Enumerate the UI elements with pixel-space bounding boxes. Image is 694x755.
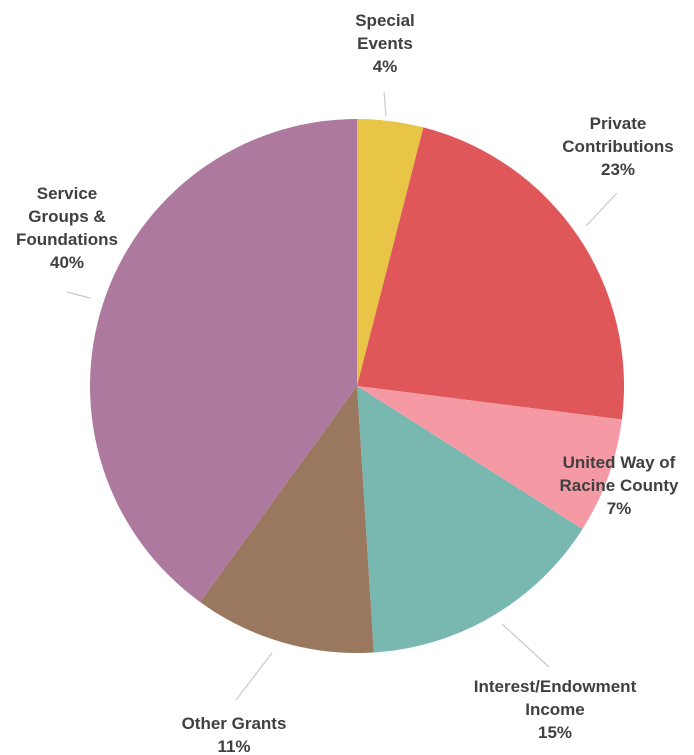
slice-value-label: 15% (538, 723, 572, 742)
pie-slice-private-contributions (357, 127, 625, 420)
leader-line-service-groups-and-foundations (66, 291, 91, 299)
leader-line-private-contributions (585, 192, 618, 227)
pie-slice-special-events (357, 119, 424, 386)
leader-line-other-grants (235, 652, 273, 701)
slice-label-other-grants: Other Grants 11% (182, 714, 287, 755)
slice-name-line: Events (357, 34, 413, 53)
slice-name-line: Service (37, 184, 98, 203)
slice-name-line: Groups & (28, 207, 105, 226)
leader-line-interest-endowment-income (501, 623, 550, 668)
slice-value-label: 4% (373, 57, 398, 76)
slice-name-line: Other Grants (182, 714, 287, 733)
leader-line-special-events (383, 91, 387, 117)
slice-labels: Special Events 4% Private Contributions 23% Un… (16, 11, 679, 755)
slice-label-service-groups-and-foundations: Service Groups & Foundations 40% (16, 184, 118, 272)
slice-label-private-contributions: Private Contributions 23% (562, 114, 673, 179)
slice-name-line: Special (355, 11, 415, 30)
slice-value-label: 7% (607, 499, 632, 518)
pie-slice-interest-endowment-income (357, 386, 583, 653)
slice-name-line: Racine County (559, 476, 679, 495)
slice-value-label: 23% (601, 160, 635, 179)
pie-slices (90, 119, 625, 653)
pie-slice-service-groups-and-foundations (90, 119, 358, 603)
slice-name-line: United Way of (563, 453, 676, 472)
slice-value-label: 11% (217, 737, 250, 755)
pie-slice-other-grants (200, 386, 374, 653)
slice-name-line: Foundations (16, 230, 118, 249)
leader-lines (66, 91, 618, 701)
slice-name-line: Income (525, 700, 585, 719)
slice-label-interest-endowment-income: Interest/Endowment Income 15% (474, 677, 637, 742)
slice-value-label: 40% (50, 253, 84, 272)
slice-label-united-way-of-racine-county: United Way of Racine County 7% (559, 453, 679, 518)
slice-name-line: Interest/Endowment (474, 677, 637, 696)
slice-label-special-events: Special Events 4% (355, 11, 415, 76)
slice-name-line: Contributions (562, 137, 673, 156)
slice-name-line: Private (590, 114, 647, 133)
pie-slice-united-way-of-racine-county (357, 386, 622, 530)
